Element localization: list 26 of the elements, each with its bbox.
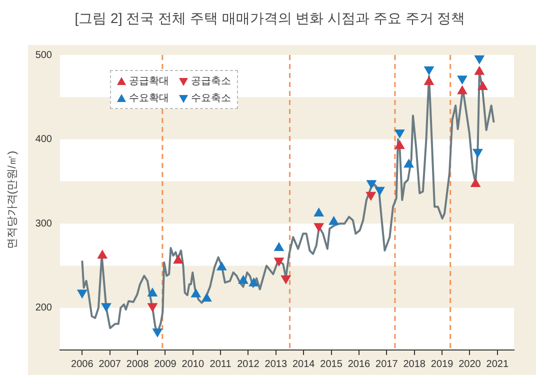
y-tick-label: 400 [35,134,52,146]
legend-label: 수요확대 [129,92,169,105]
x-tick-label: 2014 [292,358,316,370]
y-tick-label: 500 [35,50,52,61]
y-tick-label: 200 [35,302,52,314]
legend-label: 수요축소 [191,92,231,105]
chart-title: [그림 2] 전국 전체 주택 매매가격의 변화 시점과 주요 주거 정책 [74,10,466,28]
x-tick-label: 2018 [403,358,426,370]
x-tick-label: 2020 [458,358,482,370]
x-tick-label: 2009 [154,358,177,370]
legend-label: 공급확대 [129,75,169,88]
legend-label: 공급축소 [191,75,231,88]
x-tick-label: 2010 [182,358,204,370]
x-tick-label: 2008 [126,358,150,370]
x-tick-label: 2012 [237,358,260,370]
y-axis-title: 면적당가격(만원/㎡) [6,150,20,250]
y-tick-label: 300 [35,218,52,230]
x-tick-label: 2015 [320,358,343,370]
x-tick-label: 2006 [71,358,94,370]
x-tick-label: 2007 [98,358,122,370]
x-tick-label: 2013 [264,358,288,370]
x-tick-label: 2019 [430,358,454,370]
x-tick-label: 2016 [348,358,371,370]
x-tick-label: 2021 [486,358,509,370]
x-tick-label: 2017 [376,358,398,370]
x-tick-label: 2011 [210,358,232,370]
